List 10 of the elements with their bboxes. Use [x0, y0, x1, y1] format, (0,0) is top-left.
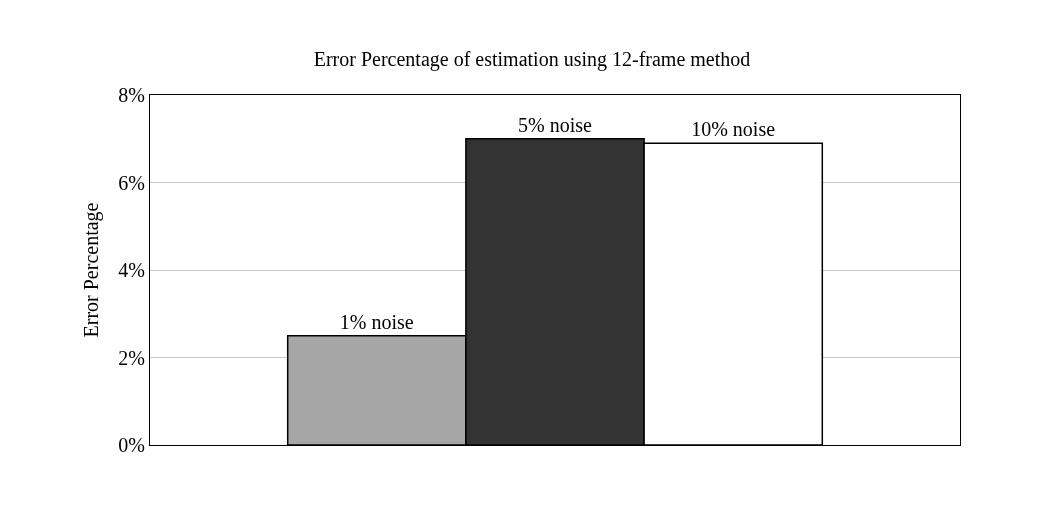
- chart-title: Error Percentage of estimation using 12-frame method: [313, 47, 751, 71]
- series-label: 10% noise: [691, 118, 776, 141]
- series-label: 1% noise: [339, 310, 414, 333]
- y-tick-label: 0%: [118, 434, 145, 456]
- series-label: 5% noise: [518, 113, 592, 136]
- y-tick-label: 8%: [118, 84, 145, 106]
- y-axis-title: Error Percentage: [79, 202, 103, 338]
- y-tick-label: 6%: [118, 171, 145, 194]
- y-tick-label: 2%: [118, 346, 145, 369]
- y-tick-label: 4%: [118, 259, 145, 281]
